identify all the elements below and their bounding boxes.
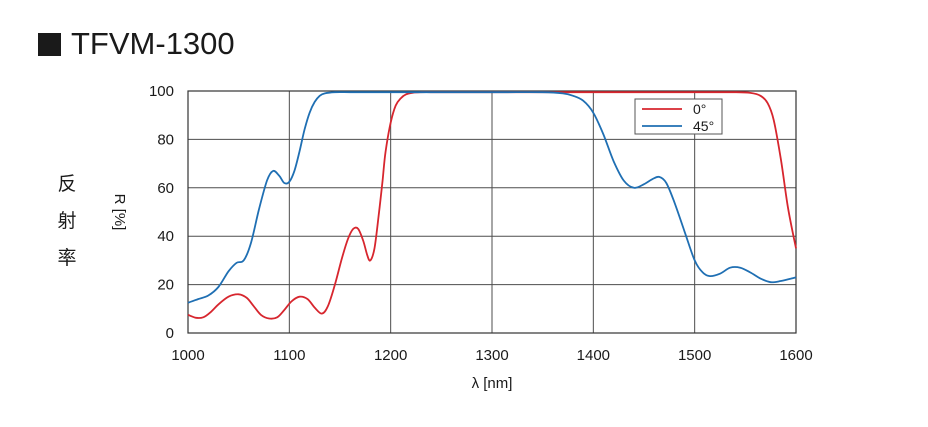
- legend-label: 0°: [693, 101, 706, 117]
- y-tick-label: 100: [149, 83, 174, 100]
- series-line-0deg: [187, 91, 797, 320]
- x-tick-label: 1200: [374, 347, 407, 364]
- y-tick-label: 60: [157, 180, 174, 197]
- legend-box: [634, 98, 723, 135]
- y-tick-label: 0: [166, 325, 174, 342]
- reflectance-char-2: 射: [57, 210, 77, 232]
- reflectance-label: 反 射 率: [55, 166, 79, 277]
- x-tick-label: 1600: [779, 347, 812, 364]
- y-tick-label: 20: [157, 277, 174, 294]
- x-tick-label: 1500: [678, 347, 711, 364]
- series-lines: [187, 91, 797, 320]
- tick-labels: 1000 1100 1200 1300 1400 1500 1600 0 20 40 60 80 100: [149, 83, 813, 364]
- x-tick-label: 1400: [577, 347, 610, 364]
- legend-label: 45°: [693, 118, 714, 134]
- y-tick-label: 40: [157, 228, 174, 245]
- plot-frame: [187, 90, 797, 334]
- grid: [187, 90, 797, 334]
- reflectance-char-3: 率: [57, 247, 77, 269]
- chart-title: TFVM-1300: [38, 26, 235, 62]
- series-line-45deg: [187, 91, 797, 304]
- title-bullet-square: [38, 32, 61, 56]
- x-tick-label: 1000: [171, 347, 204, 364]
- y-axis-label: R [%]: [111, 194, 128, 231]
- y-tick-label: 80: [157, 131, 174, 148]
- reflectance-char-1: 反: [57, 173, 77, 195]
- legend: 0°45°: [634, 98, 723, 135]
- title-text: TFVM-1300: [71, 26, 235, 61]
- x-axis-label: λ [nm]: [472, 375, 513, 392]
- x-tick-label: 1300: [475, 347, 508, 364]
- x-tick-label: 1100: [273, 347, 305, 364]
